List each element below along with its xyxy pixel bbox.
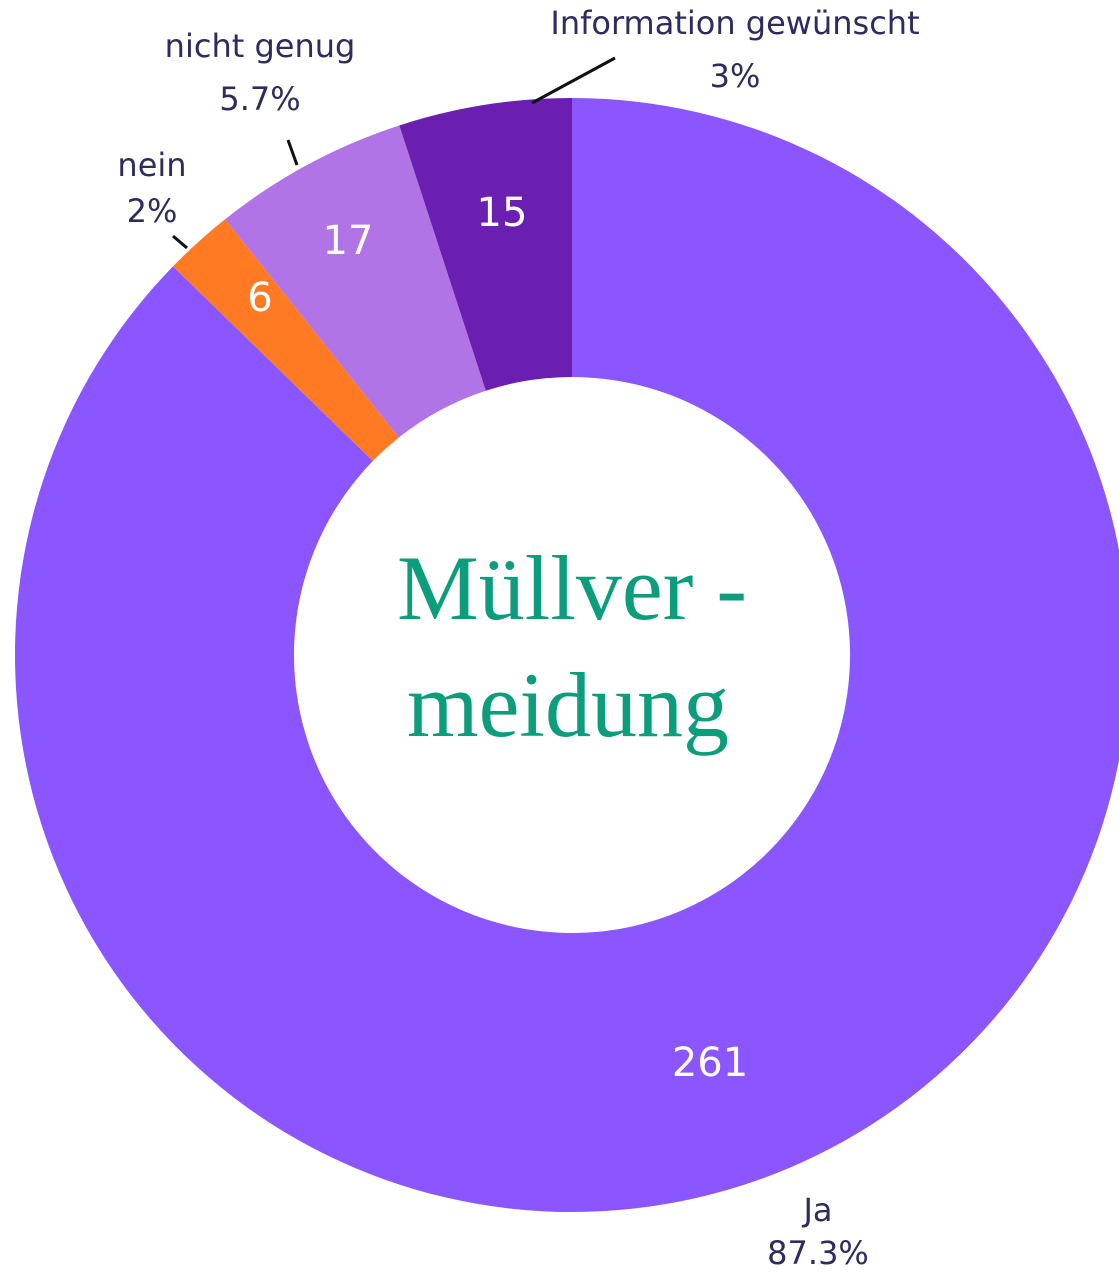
percent-label: 3% (710, 57, 761, 95)
category-label: Ja (801, 1191, 832, 1229)
category-label: Information gewünscht (550, 4, 919, 42)
donut-slice (399, 98, 572, 391)
category-label: nicht genug (165, 27, 356, 65)
value-label: 17 (323, 218, 374, 264)
leader-line (286, 139, 299, 166)
donut-slice (225, 125, 486, 438)
leader-line (531, 56, 616, 105)
value-label: 261 (672, 1040, 748, 1086)
center-label: meidung (407, 654, 729, 756)
donut-slice (173, 219, 399, 462)
center-label: Müllver - (397, 537, 747, 639)
leader-line (172, 234, 188, 250)
category-label: nein (117, 146, 186, 184)
percent-label: 5.7% (219, 80, 300, 118)
percent-label: 2% (127, 192, 178, 230)
percent-label: 87.3% (767, 1234, 869, 1272)
value-label: 15 (477, 190, 528, 236)
value-label: 6 (247, 275, 272, 321)
donut-slice (15, 98, 1119, 1212)
